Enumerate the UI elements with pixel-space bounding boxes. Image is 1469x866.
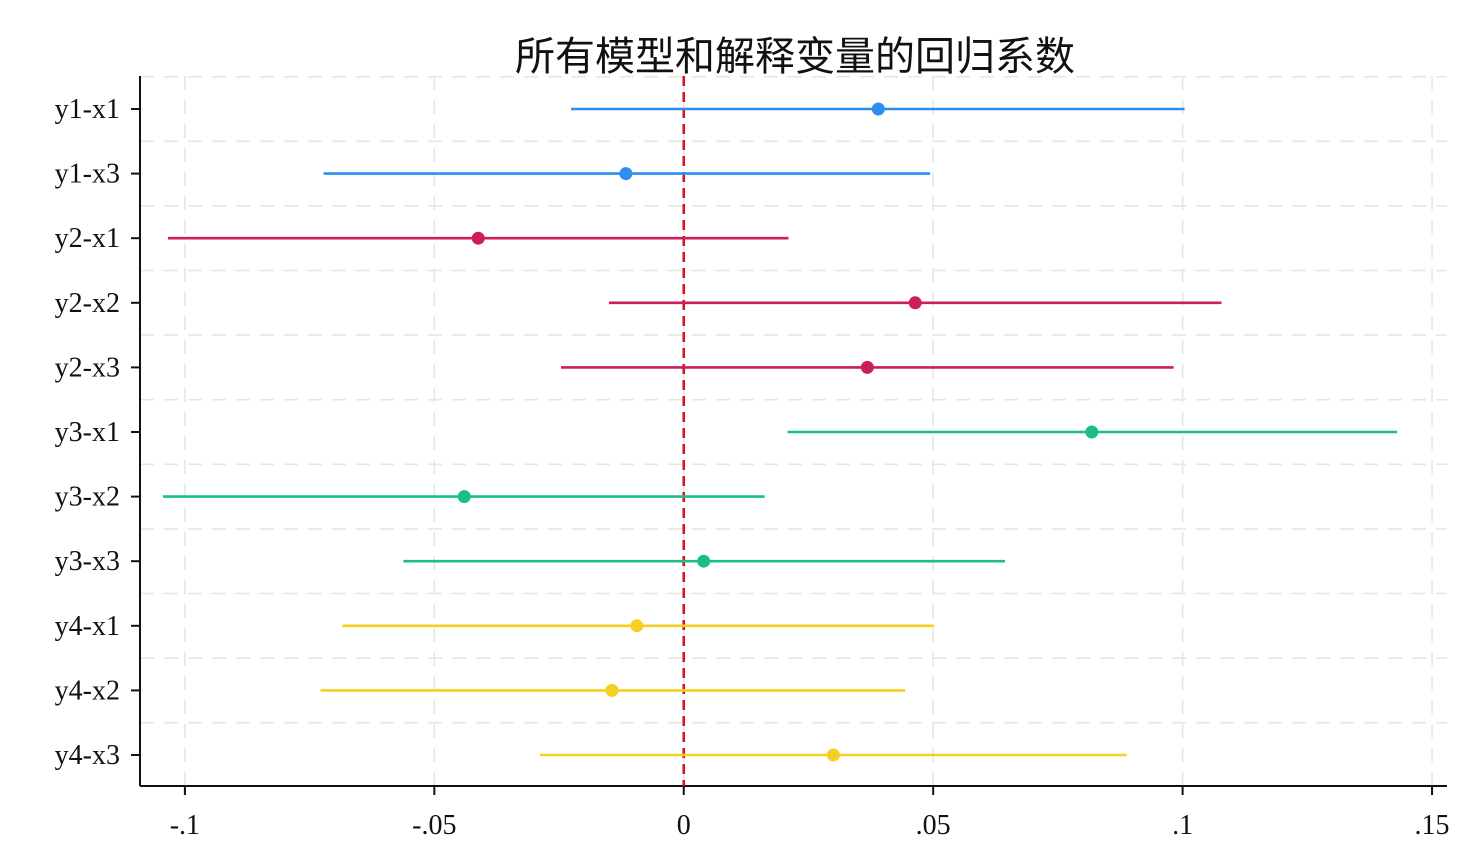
- y-tick-label: y3-x1: [55, 417, 120, 448]
- x-tick-label: .05: [916, 810, 951, 841]
- coefficient-point: [871, 102, 885, 116]
- grid-lines: [140, 75, 1447, 786]
- coefficient-point: [471, 231, 485, 245]
- y-tick-label: y2-x3: [55, 352, 120, 383]
- x-tick-label: -.1: [170, 810, 200, 841]
- y-tick-label: y2-x1: [55, 223, 120, 254]
- coefficient-point: [826, 748, 840, 762]
- y-tick-label: y2-x2: [55, 288, 120, 319]
- y-tick-label: y4-x1: [55, 611, 120, 642]
- x-tick-label: 0: [677, 810, 691, 841]
- y-tick-label: y1-x3: [55, 159, 120, 190]
- y-tick-label: y4-x2: [55, 675, 120, 706]
- x-tick-label: .15: [1415, 810, 1450, 841]
- coefficient-point: [630, 619, 644, 633]
- x-tick-label: .1: [1172, 810, 1193, 841]
- coefficient-series: [162, 102, 1398, 762]
- coefficient-point: [605, 683, 619, 697]
- y-tick-label: y3-x2: [55, 482, 120, 513]
- y-tick-label: y3-x3: [55, 546, 120, 577]
- coefficient-point: [908, 296, 922, 310]
- coefficient-point: [619, 167, 633, 181]
- coefficient-point: [697, 554, 711, 568]
- y-tick-label: y1-x1: [55, 94, 120, 125]
- x-tick-label: -.05: [412, 810, 456, 841]
- y-tick-label: y4-x3: [55, 740, 120, 771]
- y-axis-ticks: y1-x1 y1-x3 y2-x1 y2-x2 y2-x3 y3-x1 y3-x2 y3-x3…: [55, 94, 140, 771]
- coefficient-point: [1085, 425, 1099, 439]
- chart-title: 所有模型和解释变量的回归系数: [515, 34, 1075, 80]
- coefficient-point: [457, 490, 471, 504]
- coefficient-point: [860, 360, 874, 374]
- x-axis-ticks: -.1 -.05 0 .05 .1 .15: [170, 786, 1450, 841]
